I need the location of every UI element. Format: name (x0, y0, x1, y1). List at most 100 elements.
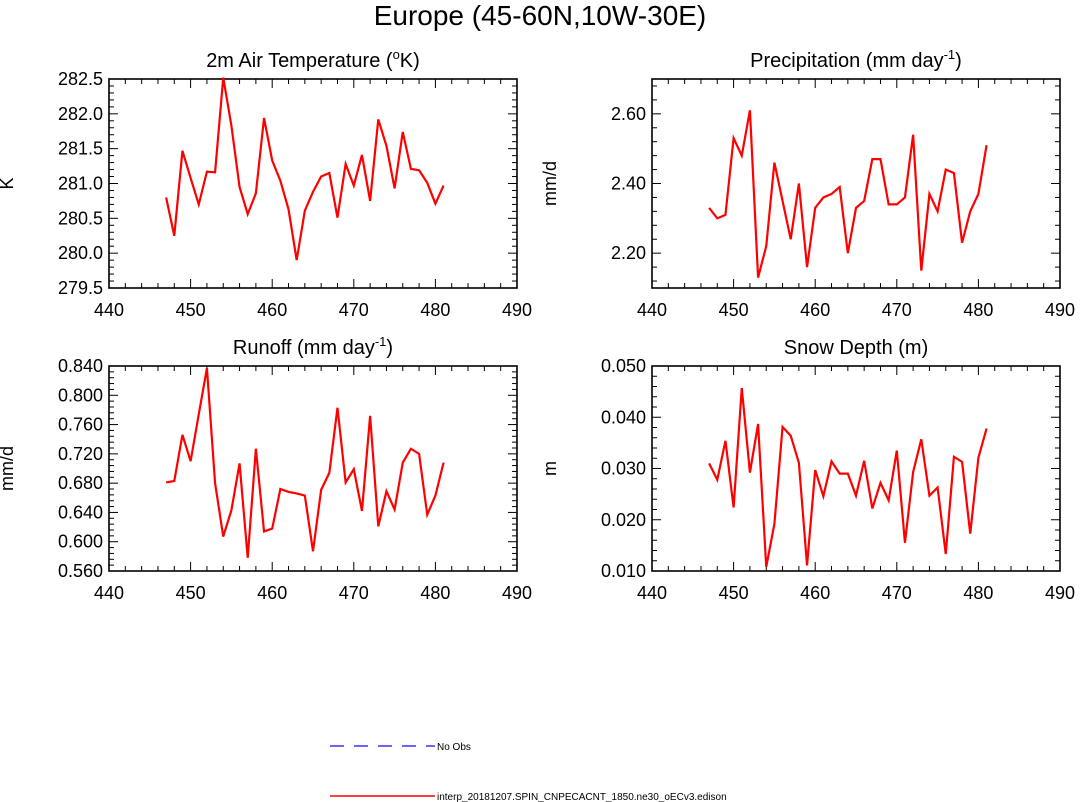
snow-depth-data-point (961, 461, 963, 463)
runoff-data-point (247, 557, 249, 559)
legend-model-label: interp_20181207.SPIN_CNPECACNT_1850.ne30… (437, 792, 727, 802)
precipitation-x-tick-label: 480 (963, 300, 993, 320)
snow-depth-data-point (953, 456, 955, 458)
temperature-y-tick-label: 282.0 (58, 104, 103, 124)
precipitation-data-point (986, 144, 988, 146)
runoff-data-point (434, 495, 436, 497)
snow-depth-data-point (839, 473, 841, 475)
temperature-data-point (369, 200, 371, 202)
precipitation-panel-title: Precipitation (mm day-1) (750, 47, 962, 72)
runoff-y-tick-label: 0.600 (58, 532, 103, 552)
runoff-y-tick-label: 0.640 (58, 502, 103, 522)
snow-depth-panel-title: Snow Depth (m) (784, 337, 929, 359)
snow-depth-data-point (847, 473, 849, 475)
snow-depth-data-point (986, 428, 988, 430)
temperature-data-point (239, 186, 241, 188)
runoff-data-point (279, 488, 281, 490)
temperature-data-point (206, 171, 208, 173)
snow-depth-y-tick-label: 0.010 (601, 561, 646, 581)
runoff-data-point (173, 480, 175, 482)
temperature-plot-frame (108, 78, 518, 289)
temperature-data-point (173, 235, 175, 237)
precipitation-data-point (888, 203, 890, 205)
snow-depth-y-tick-label: 0.040 (601, 407, 646, 427)
runoff-data-point (296, 492, 298, 494)
temperature-x-tick-label: 440 (94, 300, 124, 320)
temperature-data-point (190, 177, 192, 179)
temperature-y-tick-label: 281.5 (58, 139, 103, 159)
temperature-data-point (394, 187, 396, 189)
runoff-y-tick-label: 0.680 (58, 473, 103, 493)
temperature-data-point (320, 176, 322, 178)
snow-depth-data-point (724, 440, 726, 442)
precipitation-data-point (904, 196, 906, 198)
runoff-data-point (271, 528, 273, 530)
snow-depth-data-point (879, 482, 881, 484)
temperature-data-point (385, 145, 387, 147)
runoff-panel: 440 450 460 470 480 490 0.560 0.600 0.640 0.680 0.… (0, 334, 532, 603)
runoff-data-point (426, 514, 428, 516)
snow-depth-x-tick-label: 470 (882, 583, 912, 603)
precipitation-plot-frame (651, 78, 1061, 289)
precipitation-data-point (920, 270, 922, 272)
precipitation-data-point (879, 158, 881, 160)
runoff-data-point (165, 481, 167, 483)
runoff-data-point (304, 495, 306, 497)
snow-depth-data-point (928, 495, 930, 497)
runoff-data-point (345, 481, 347, 483)
precipitation-data-point (871, 158, 873, 160)
snow-depth-data-point (945, 553, 947, 555)
snow-depth-y-tick-label: 0.050 (601, 356, 646, 376)
snow-depth-y-axis-label: m (540, 461, 560, 476)
runoff-data-point (263, 530, 265, 532)
temperature-data-point (410, 168, 412, 170)
runoff-y-axis-label: mm/d (0, 446, 17, 491)
temperature-data-point (214, 171, 216, 173)
temperature-x-tick-label: 470 (339, 300, 369, 320)
snow-depth-data-point (782, 426, 784, 428)
snow-depth-data-point (977, 457, 979, 459)
precipitation-data-point (741, 155, 743, 157)
runoff-data-point (181, 434, 183, 436)
runoff-y-tick-label: 0.800 (58, 385, 103, 405)
snow-depth-data-point (773, 523, 775, 525)
temperature-data-point (222, 77, 224, 79)
snow-depth-y-tick-label: 0.030 (601, 459, 646, 479)
temperature-y-axis-label: K (0, 177, 17, 189)
precipitation-data-point (977, 193, 979, 195)
runoff-data-point (214, 482, 216, 484)
precipitation-data-point (790, 238, 792, 240)
precipitation-data-point (724, 214, 726, 216)
temperature-data-point (443, 185, 445, 187)
temperature-data-point (165, 196, 167, 198)
runoff-data-point (328, 472, 330, 474)
snow-depth-data-point (937, 486, 939, 488)
precipitation-data-point (749, 109, 751, 111)
runoff-x-tick-label: 490 (502, 583, 532, 603)
precipitation-data-point (798, 183, 800, 185)
runoff-data-point (255, 448, 257, 450)
snow-depth-data-point (806, 564, 808, 566)
snow-depth-data-point (855, 495, 857, 497)
runoff-data-point (385, 490, 387, 492)
precipitation-x-tick-label: 490 (1045, 300, 1075, 320)
temperature-x-tick-label: 480 (420, 300, 450, 320)
snow-depth-data-point (904, 542, 906, 544)
precipitation-data-point (733, 137, 735, 139)
snow-depth-x-tick-label: 480 (963, 583, 993, 603)
precipitation-data-point (757, 277, 759, 279)
runoff-x-tick-label: 440 (94, 583, 124, 603)
temperature-data-point (198, 203, 200, 205)
precipitation-data-point (928, 193, 930, 195)
runoff-series-line (165, 368, 445, 558)
temperature-y-tick-label: 282.5 (58, 69, 103, 89)
precipitation-data-point (822, 196, 824, 198)
precipitation-data-point (912, 134, 914, 136)
temperature-data-point (230, 125, 232, 127)
precipitation-data-point (937, 210, 939, 212)
runoff-data-point (402, 462, 404, 464)
temperature-data-point (353, 185, 355, 187)
precipitation-x-tick-label: 460 (800, 300, 830, 320)
precipitation-data-point (847, 252, 849, 254)
snow-depth-y-tick-label: 0.020 (601, 510, 646, 530)
